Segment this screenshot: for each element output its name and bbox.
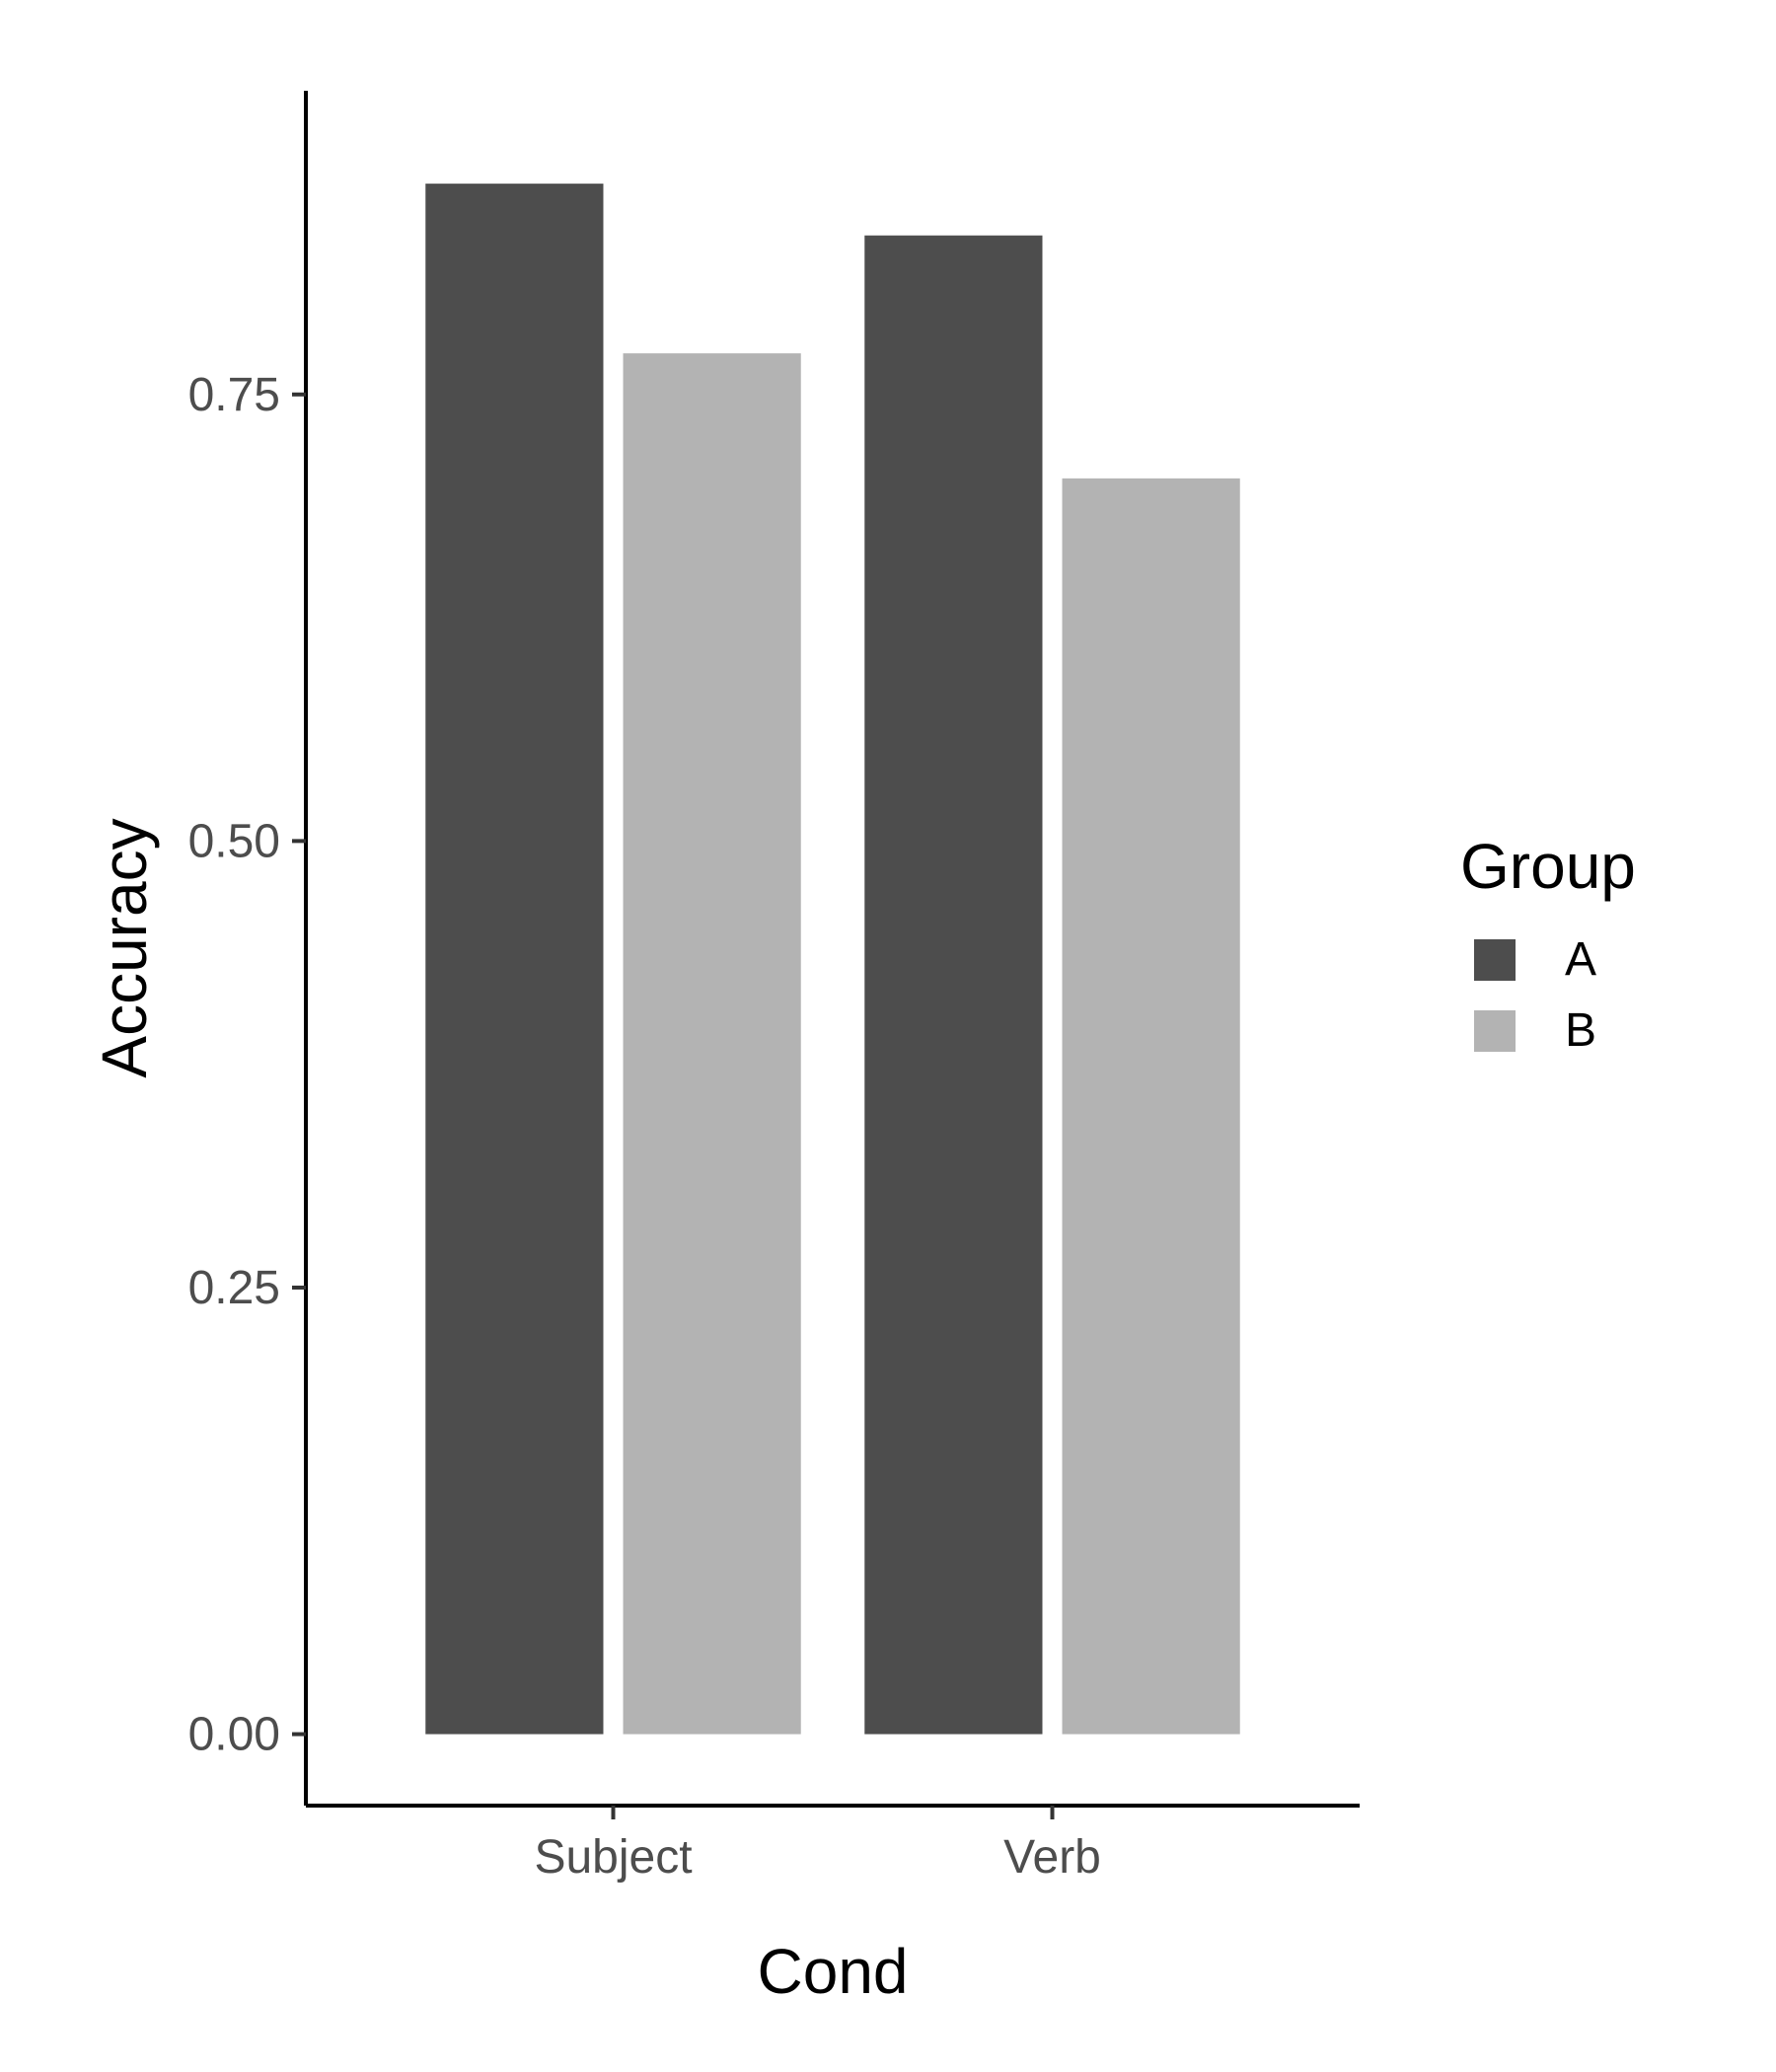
legend: Group AB	[1460, 831, 1636, 1057]
legend-key-b	[1474, 1010, 1516, 1052]
x-tick-label: Verb	[1003, 1831, 1101, 1884]
legend-title: Group	[1460, 831, 1636, 902]
bar-a-subject	[425, 184, 604, 1735]
bar-b-verb	[1062, 478, 1240, 1735]
bars-layer	[425, 184, 1240, 1735]
bar-b-subject	[623, 353, 801, 1735]
y-tick-label: 0.00	[188, 1709, 280, 1761]
legend-label-b: B	[1565, 1004, 1596, 1057]
x-axis: Subject Verb	[306, 1804, 1360, 1884]
y-axis-title: Accuracy	[89, 818, 160, 1077]
x-tick-label: Subject	[534, 1831, 692, 1884]
legend-key-a	[1474, 939, 1516, 981]
legend-items: AB	[1474, 933, 1596, 1057]
x-axis-title: Cond	[758, 1936, 909, 2007]
y-axis: 0.00 0.25 0.50 0.75	[188, 91, 308, 1806]
y-tick-label: 0.50	[188, 815, 280, 867]
legend-label-a: A	[1565, 933, 1596, 986]
y-tick-label: 0.75	[188, 369, 280, 421]
bar-a-verb	[864, 235, 1043, 1735]
y-tick-label: 0.25	[188, 1262, 280, 1314]
